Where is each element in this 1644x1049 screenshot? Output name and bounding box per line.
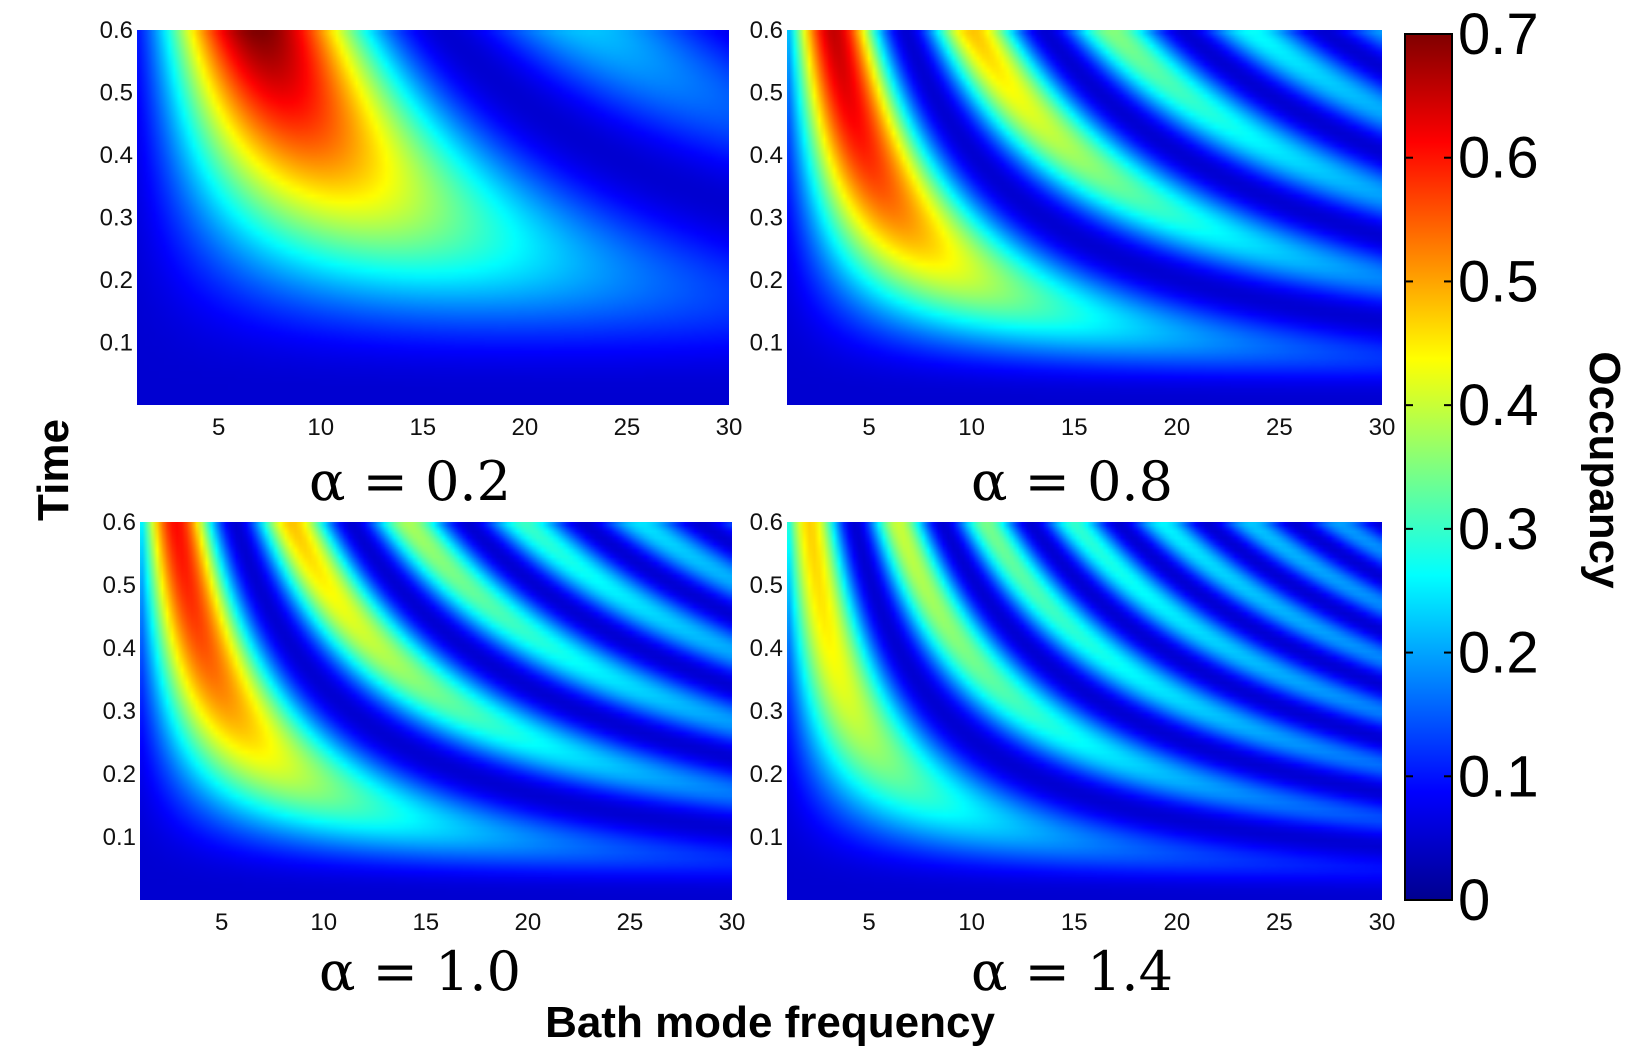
y-tick-label: 0.6: [750, 17, 783, 44]
colorbar-label: Occupancy: [1580, 351, 1629, 589]
x-tick-label: 20: [512, 414, 539, 441]
x-tick-label: 25: [617, 909, 644, 936]
panel-1: 5 10 15 20 25 30 0.1 0.2 0.3 0.4 0.5 0.6 α = 0.2: [100, 17, 743, 513]
panel-2-heatmap-image: [787, 30, 1382, 405]
x-tick-label: 30: [1369, 414, 1396, 441]
panel-3-heatmap: [140, 522, 732, 900]
y-tick-label: 0.3: [750, 205, 783, 232]
x-tick-label: 20: [1163, 909, 1190, 936]
colorbar-tick-label: 0.2: [1458, 621, 1539, 686]
panel-2-yticks: 0.1 0.2 0.3 0.4 0.5 0.6: [750, 17, 783, 357]
x-tick-label: 15: [1061, 414, 1088, 441]
x-tick-label: 5: [862, 909, 875, 936]
x-tick-label: 10: [958, 414, 985, 441]
y-tick-label: 0.3: [103, 698, 136, 725]
x-tick-label: 5: [215, 909, 228, 936]
x-tick-label: 25: [1266, 414, 1293, 441]
panel-2-heatmap: [787, 30, 1382, 405]
colorbar-tick-label: 0: [1458, 868, 1490, 933]
panel-4-heatmap: [787, 522, 1382, 900]
panel-3-label: α = 1.0: [319, 940, 521, 1003]
x-axis-label: Bath mode frequency: [545, 998, 995, 1047]
x-tick-label: 30: [719, 909, 746, 936]
y-tick-label: 0.6: [103, 509, 136, 536]
panel-4-heatmap-image: [787, 522, 1382, 900]
y-tick-label: 0.3: [750, 698, 783, 725]
y-tick-label: 0.4: [750, 142, 783, 169]
x-tick-label: 30: [1369, 909, 1396, 936]
y-tick-label: 0.6: [100, 17, 133, 44]
x-tick-label: 15: [412, 909, 439, 936]
colorbar-tick-label: 0.1: [1458, 744, 1539, 809]
y-tick-label: 0.1: [750, 330, 783, 357]
y-tick-label: 0.4: [100, 142, 133, 169]
colorbar-tick-label: 0.3: [1458, 497, 1539, 562]
x-tick-label: 25: [614, 414, 641, 441]
colorbar-ticks: 0 0.1 0.2 0.3 0.4 0.5 0.6 0.7: [1405, 2, 1539, 933]
x-tick-label: 10: [307, 414, 334, 441]
y-tick-label: 0.5: [750, 80, 783, 107]
panel-4: 5 10 15 20 25 30 0.1 0.2 0.3 0.4 0.5 0.6 α = 1.4: [750, 509, 1396, 1003]
panel-1-xticks: 5 10 15 20 25 30: [212, 414, 742, 441]
panel-2: 5 10 15 20 25 30 0.1 0.2 0.3 0.4 0.5 0.6 α = 0.8: [750, 17, 1396, 513]
panel-1-label: α = 0.2: [309, 450, 511, 513]
panel-3: 5 10 15 20 25 30 0.1 0.2 0.3 0.4 0.5 0.6 α = 1.0: [103, 509, 746, 1003]
y-tick-label: 0.6: [750, 509, 783, 536]
x-tick-label: 10: [310, 909, 337, 936]
panel-4-yticks: 0.1 0.2 0.3 0.4 0.5 0.6: [750, 509, 783, 851]
panel-4-label: α = 1.4: [971, 940, 1173, 1003]
x-tick-label: 20: [1163, 414, 1190, 441]
y-tick-label: 0.2: [103, 761, 136, 788]
y-tick-label: 0.5: [103, 572, 136, 599]
y-tick-label: 0.4: [750, 635, 783, 662]
x-tick-label: 10: [958, 909, 985, 936]
panel-4-xticks: 5 10 15 20 25 30: [862, 909, 1395, 936]
y-tick-label: 0.5: [100, 80, 133, 107]
colorbar-tick-label: 0.6: [1458, 126, 1539, 191]
colorbar-gradient: [1404, 33, 1453, 901]
colorbar-tick-label: 0.5: [1458, 249, 1539, 314]
colorbar-tick-label: 0.4: [1458, 373, 1539, 438]
panel-2-xticks: 5 10 15 20 25 30: [862, 414, 1395, 441]
panel-3-yticks: 0.1 0.2 0.3 0.4 0.5 0.6: [103, 509, 136, 851]
y-tick-label: 0.1: [103, 824, 136, 851]
x-tick-label: 20: [515, 909, 542, 936]
panel-3-xticks: 5 10 15 20 25 30: [215, 909, 745, 936]
panel-1-heatmap-image: [137, 30, 729, 405]
y-tick-label: 0.1: [750, 824, 783, 851]
panel-2-label: α = 0.8: [971, 450, 1173, 513]
x-tick-label: 15: [409, 414, 436, 441]
panel-1-heatmap: [137, 30, 729, 405]
x-tick-label: 15: [1061, 909, 1088, 936]
y-tick-label: 0.2: [750, 267, 783, 294]
panel-3-heatmap-image: [140, 522, 732, 900]
colorbar: 0 0.1 0.2 0.3 0.4 0.5 0.6 0.7 Occupancy: [1404, 2, 1629, 933]
x-tick-label: 25: [1266, 909, 1293, 936]
panel-1-yticks: 0.1 0.2 0.3 0.4 0.5 0.6: [100, 17, 133, 357]
y-tick-label: 0.4: [103, 635, 136, 662]
colorbar-tick-label: 0.7: [1458, 2, 1539, 67]
y-tick-label: 0.5: [750, 572, 783, 599]
y-tick-label: 0.3: [100, 205, 133, 232]
y-axis-label: Time: [29, 419, 78, 521]
y-tick-label: 0.2: [750, 761, 783, 788]
y-tick-label: 0.2: [100, 267, 133, 294]
y-tick-label: 0.1: [100, 330, 133, 357]
x-tick-label: 5: [862, 414, 875, 441]
x-tick-label: 30: [716, 414, 743, 441]
x-tick-label: 5: [212, 414, 225, 441]
